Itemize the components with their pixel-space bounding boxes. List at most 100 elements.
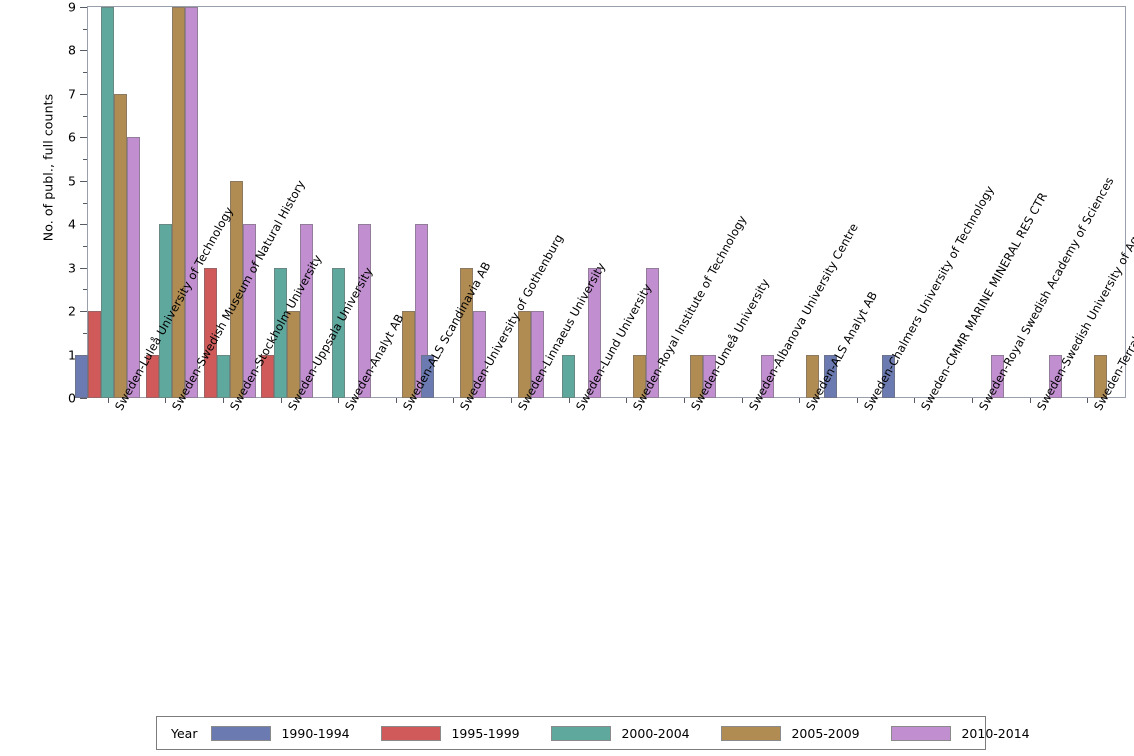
x-tick bbox=[971, 398, 973, 403]
bar bbox=[171, 7, 185, 398]
bar bbox=[242, 224, 256, 398]
y-tick-label: 1 bbox=[68, 347, 76, 363]
x-tick bbox=[511, 398, 513, 403]
bar bbox=[824, 354, 838, 398]
y-tick-minor bbox=[83, 159, 87, 161]
legend-entry[interactable]: 2005-2009 bbox=[721, 725, 885, 741]
legend-label: 1990-1994 bbox=[281, 725, 350, 741]
legend-entry[interactable]: 1995-1999 bbox=[381, 725, 545, 741]
bar bbox=[101, 7, 115, 398]
y-tick-label: 5 bbox=[68, 173, 76, 189]
x-tick bbox=[165, 398, 167, 403]
y-tick-major bbox=[80, 50, 87, 52]
bar bbox=[287, 311, 301, 398]
legend-label: 2010-2014 bbox=[961, 725, 1030, 741]
y-tick-major bbox=[80, 7, 87, 8]
x-tick bbox=[395, 398, 397, 403]
y-axis-line bbox=[87, 7, 88, 398]
bar bbox=[420, 354, 434, 398]
x-tick bbox=[799, 398, 801, 403]
y-tick-minor bbox=[83, 202, 87, 204]
y-tick-minor bbox=[83, 115, 87, 117]
x-tick bbox=[1029, 398, 1031, 403]
bar bbox=[991, 354, 1005, 398]
legend-swatch bbox=[721, 725, 782, 741]
x-tick bbox=[568, 398, 570, 403]
bar bbox=[145, 354, 159, 398]
x-tick bbox=[856, 398, 858, 403]
y-tick-label: 0 bbox=[68, 390, 76, 406]
bar bbox=[229, 180, 243, 398]
x-tick bbox=[453, 398, 455, 403]
legend-swatch bbox=[211, 725, 272, 741]
y-tick-label: 6 bbox=[68, 129, 76, 145]
bar bbox=[459, 267, 473, 398]
bar bbox=[127, 137, 141, 398]
bar bbox=[357, 224, 371, 398]
bar bbox=[703, 354, 717, 398]
legend-swatch bbox=[551, 725, 612, 741]
bar bbox=[261, 354, 275, 398]
y-tick-minor bbox=[83, 28, 87, 30]
x-tick bbox=[741, 398, 743, 403]
y-tick-major bbox=[80, 180, 87, 182]
x-tick bbox=[107, 398, 109, 403]
bar bbox=[114, 93, 128, 398]
bar bbox=[645, 267, 659, 398]
bar bbox=[881, 354, 895, 398]
bar bbox=[184, 7, 198, 398]
bar bbox=[1049, 354, 1063, 398]
legend-swatch bbox=[381, 725, 442, 741]
x-tick bbox=[914, 398, 916, 403]
legend-label: 2000-2004 bbox=[621, 725, 690, 741]
bar bbox=[562, 354, 576, 398]
y-tick-label: 2 bbox=[68, 303, 76, 319]
y-tick-label: 7 bbox=[68, 86, 76, 102]
x-tick bbox=[683, 398, 685, 403]
y-tick-major bbox=[80, 398, 87, 399]
bar bbox=[805, 354, 819, 398]
legend-entry[interactable]: 2010-2014 bbox=[891, 725, 1055, 741]
bar bbox=[472, 311, 486, 398]
legend-entries: 1990-1994 1995-1999 2000-2004 2005-2009 2010… bbox=[211, 725, 1061, 741]
x-tick bbox=[280, 398, 282, 403]
y-tick-minor bbox=[83, 72, 87, 74]
legend-title: Year bbox=[171, 725, 198, 741]
plot-inner: 0 1 2 3 4 5 6 7 8 9 bbox=[68, 0, 1125, 406]
bar bbox=[632, 354, 646, 398]
bar bbox=[690, 354, 704, 398]
y-tick-major bbox=[80, 137, 87, 139]
y-tick-major bbox=[80, 267, 87, 269]
y-tick-major bbox=[80, 311, 87, 313]
bar bbox=[530, 311, 544, 398]
bar bbox=[331, 267, 345, 398]
bar bbox=[88, 311, 102, 398]
x-tick bbox=[338, 398, 340, 403]
bar bbox=[761, 354, 775, 398]
bar bbox=[588, 267, 602, 398]
y-tick-minor bbox=[83, 289, 87, 291]
bar bbox=[216, 354, 230, 398]
legend-swatch bbox=[891, 725, 952, 741]
y-tick-label: 8 bbox=[68, 42, 76, 58]
legend-entry[interactable]: 2000-2004 bbox=[551, 725, 715, 741]
y-tick-label: 4 bbox=[68, 216, 76, 232]
bar bbox=[402, 311, 416, 398]
legend-entry[interactable]: 1990-1994 bbox=[211, 725, 375, 741]
y-tick-label: 3 bbox=[68, 260, 76, 276]
x-tick bbox=[223, 398, 225, 403]
plot-area: 0 1 2 3 4 5 6 7 8 9 bbox=[68, 0, 1126, 406]
y-tick-minor bbox=[83, 245, 87, 247]
y-axis-title: No. of publ., full counts bbox=[40, 93, 56, 242]
legend-label: 2005-2009 bbox=[791, 725, 860, 741]
bar bbox=[300, 224, 314, 398]
y-tick-label: 9 bbox=[68, 0, 76, 15]
bar bbox=[517, 311, 531, 398]
x-tick bbox=[1087, 398, 1089, 403]
y-tick-major bbox=[80, 93, 87, 95]
legend-label: 1995-1999 bbox=[451, 725, 520, 741]
y-tick-major bbox=[80, 224, 87, 226]
bar bbox=[1093, 354, 1107, 398]
bar bbox=[274, 267, 288, 398]
